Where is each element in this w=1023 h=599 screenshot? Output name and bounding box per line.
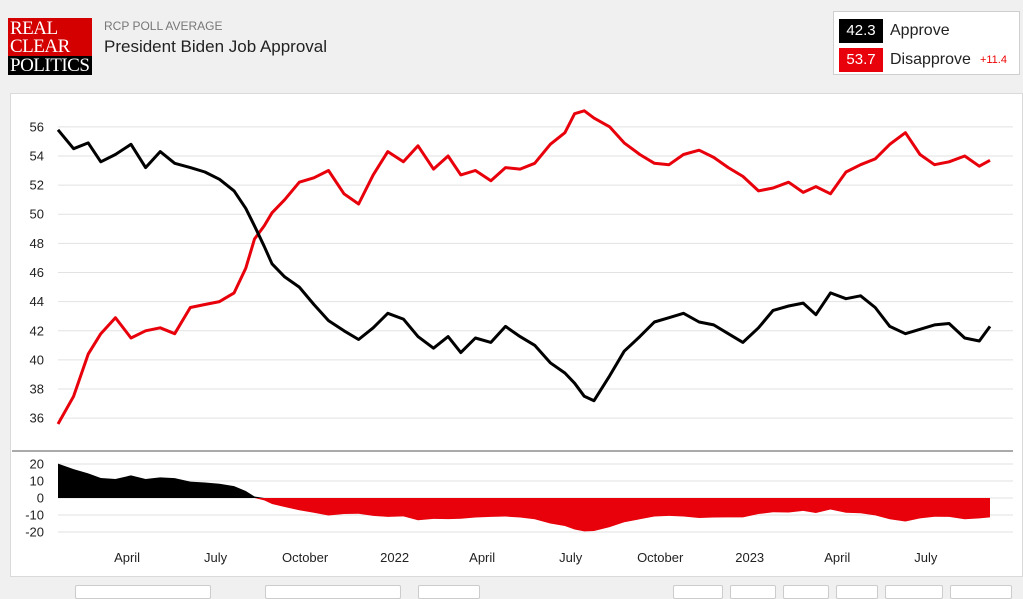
logo-line-politics: POLITICS bbox=[8, 56, 92, 75]
legend: 42.3 Approve 53.7 Disapprove +11.4 bbox=[833, 11, 1020, 75]
approve-label: Approve bbox=[890, 22, 950, 39]
y-tick-label: 42 bbox=[30, 323, 44, 338]
from-date-input[interactable] bbox=[75, 585, 211, 599]
spread-negative-area bbox=[58, 498, 990, 532]
x-tick-label: October bbox=[282, 550, 329, 565]
range-button-3[interactable] bbox=[783, 585, 829, 599]
y-tick-label: 38 bbox=[30, 382, 44, 397]
x-tick-label: 2022 bbox=[380, 550, 409, 565]
x-tick-labels: April July October 2022 April July October 2023… bbox=[114, 550, 938, 565]
header: REAL CLEAR POLITICS RCP POLL AVERAGE Pre… bbox=[0, 0, 1023, 90]
range-button-5[interactable] bbox=[885, 585, 943, 599]
disapprove-label: Disapprove bbox=[890, 51, 971, 68]
x-tick-label: April bbox=[469, 550, 495, 565]
legend-disapprove: 53.7 Disapprove +11.4 bbox=[839, 48, 1007, 72]
to-date-input[interactable] bbox=[265, 585, 401, 599]
poll-kicker: RCP POLL AVERAGE bbox=[104, 19, 223, 33]
y-tick-label: 52 bbox=[30, 178, 44, 193]
series-lines bbox=[56, 109, 992, 425]
x-tick-label: July bbox=[914, 550, 938, 565]
spread-tick-label: 0 bbox=[37, 491, 44, 506]
y-tick-label: 44 bbox=[30, 294, 44, 309]
y-tick-label: 50 bbox=[30, 207, 44, 222]
legend-approve: 42.3 Approve bbox=[839, 19, 950, 43]
spread-positive-area bbox=[58, 463, 990, 498]
range-button-2[interactable] bbox=[730, 585, 776, 599]
range-button-4[interactable] bbox=[836, 585, 878, 599]
disapprove-line bbox=[56, 109, 991, 425]
range-button-1[interactable] bbox=[673, 585, 723, 599]
logo-line-clear: CLEAR bbox=[10, 36, 70, 57]
approve-value: 42.3 bbox=[839, 19, 883, 43]
rcp-logo[interactable]: REAL CLEAR POLITICS bbox=[8, 18, 92, 75]
approve-line bbox=[56, 128, 992, 403]
y-tick-label: 46 bbox=[30, 265, 44, 280]
range-button-6[interactable] bbox=[950, 585, 1012, 599]
bottom-controls bbox=[0, 580, 1023, 599]
spread-tick-label: 10 bbox=[30, 474, 44, 489]
x-tick-label: July bbox=[204, 550, 228, 565]
x-tick-label: July bbox=[559, 550, 583, 565]
go-button[interactable] bbox=[418, 585, 480, 599]
y-tick-label: 56 bbox=[30, 119, 44, 134]
spread-tick-label: 20 bbox=[30, 457, 44, 472]
x-tick-label: April bbox=[114, 550, 140, 565]
spread-tick-labels: 20 10 0 -10 -20 bbox=[25, 457, 44, 540]
y-tick-labels: 36 38 40 42 44 46 48 50 52 54 56 bbox=[30, 119, 44, 425]
x-tick-label: April bbox=[824, 550, 850, 565]
y-tick-label: 54 bbox=[30, 148, 44, 163]
spread-value: +11.4 bbox=[979, 54, 1007, 66]
logo-line-real: REAL bbox=[10, 18, 58, 39]
x-tick-label: 2023 bbox=[735, 550, 764, 565]
spread-tick-label: -20 bbox=[25, 525, 44, 540]
y-tick-label: 48 bbox=[30, 236, 44, 251]
x-tick-label: October bbox=[637, 550, 684, 565]
page-title: President Biden Job Approval bbox=[104, 37, 328, 56]
y-tick-label: 40 bbox=[30, 352, 44, 367]
spread-tick-label: -10 bbox=[25, 508, 44, 523]
disapprove-value: 53.7 bbox=[839, 48, 883, 72]
spread-area bbox=[58, 463, 990, 532]
y-tick-label: 36 bbox=[30, 411, 44, 426]
